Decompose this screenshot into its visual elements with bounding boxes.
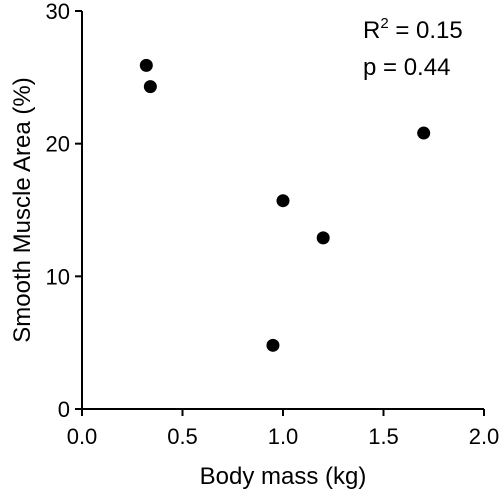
data-point <box>266 338 280 352</box>
x-tick-label: 0.5 <box>167 424 198 449</box>
y-axis-title: Smooth Muscle Area (%) <box>9 77 36 342</box>
p-value-annotation: p = 0.44 <box>363 54 450 81</box>
x-tick-label: 0.0 <box>67 424 98 449</box>
data-point <box>417 126 431 140</box>
data-point <box>143 80 157 94</box>
x-tick-label: 2.0 <box>469 424 500 449</box>
y-tick-label: 10 <box>46 264 70 289</box>
data-points <box>139 58 431 352</box>
y-tick-label: 20 <box>46 132 70 157</box>
y-tick-label: 30 <box>46 0 70 24</box>
x-tick-label: 1.0 <box>268 424 299 449</box>
data-point <box>316 231 330 245</box>
y-tick-label: 0 <box>58 397 70 422</box>
data-point <box>276 194 290 208</box>
r-squared-value: = 0.15 <box>389 17 463 44</box>
x-tick-label: 1.5 <box>368 424 399 449</box>
x-axis-title: Body mass (kg) <box>200 463 367 490</box>
x-ticks: 0.0 0.5 1.0 1.5 2.0 <box>67 409 500 449</box>
r-squared-annotation: R2 = 0.15 <box>363 15 463 44</box>
data-point <box>139 58 153 72</box>
r-squared-superscript: 2 <box>380 15 388 32</box>
r-squared-base: R <box>363 17 380 44</box>
y-ticks: 0 10 20 30 <box>46 0 82 422</box>
